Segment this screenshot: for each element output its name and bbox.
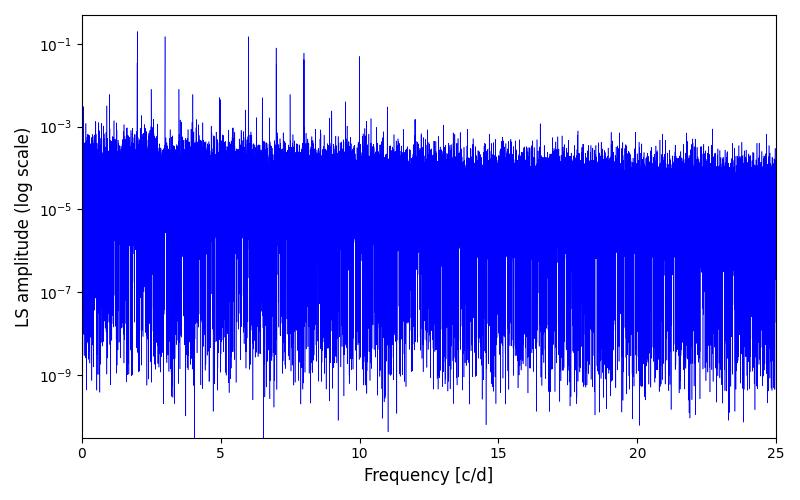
X-axis label: Frequency [c/d]: Frequency [c/d]	[364, 467, 494, 485]
Y-axis label: LS amplitude (log scale): LS amplitude (log scale)	[15, 126, 33, 326]
